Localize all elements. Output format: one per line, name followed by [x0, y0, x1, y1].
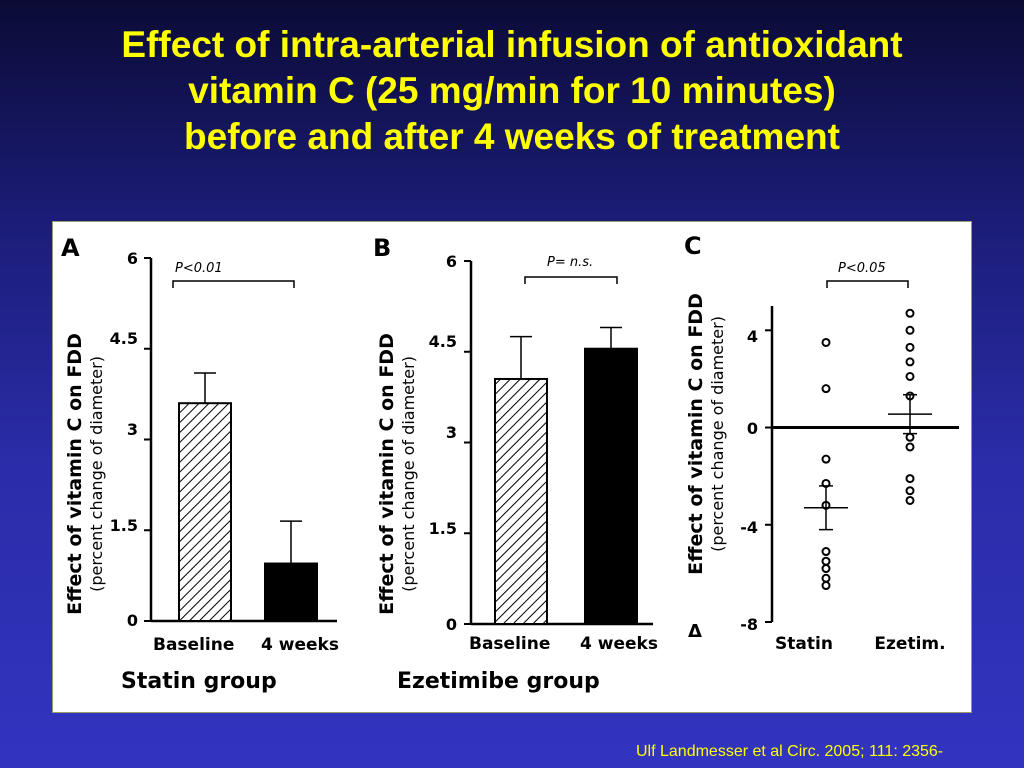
data-point	[821, 337, 831, 347]
delta-symbol: Δ	[688, 621, 702, 642]
x-tick-label: Baseline	[153, 635, 234, 655]
significance-bracket	[172, 280, 295, 288]
chart-b: B Effect of vitamin C on FDD (percent ch…	[373, 234, 658, 694]
y-tick-label: 6	[446, 252, 457, 271]
data-point	[905, 474, 915, 484]
title-line-2: vitamin C (25 mg/min for 10 minutes)	[188, 70, 836, 111]
y-tick-label: -8	[740, 615, 758, 634]
title-line-1: Effect of intra-arterial infusion of ant…	[121, 24, 903, 65]
y-tick-label: 3	[127, 420, 138, 439]
data-point	[905, 357, 915, 367]
panel-a-ylabel: Effect of vitamin C on FDD	[64, 333, 86, 615]
data-point	[905, 432, 915, 442]
panel-b-ylabel: Effect of vitamin C on FDD	[376, 333, 398, 615]
slide-title: Effect of intra-arterial infusion of ant…	[0, 22, 1024, 160]
data-point	[905, 308, 915, 318]
significance-bracket	[524, 276, 618, 284]
panel-a-letter: A	[61, 234, 80, 262]
y-tick-label: 0	[127, 611, 138, 630]
y-tick-label: 0	[446, 615, 457, 634]
y-tick-label: 4	[747, 327, 758, 346]
data-point	[905, 371, 915, 381]
panel-b-significance: P= n.s.	[547, 255, 593, 270]
data-point	[905, 486, 915, 496]
panel-c-ylabel-sub: (percent change of diameter)	[708, 316, 727, 552]
figure-svg: A Effect of vitamin C on FDD (percent ch…	[61, 232, 959, 694]
bar	[178, 402, 232, 622]
panel-a-xlabel: Statin group	[121, 669, 277, 694]
y-tick-label: 1.5	[110, 516, 138, 535]
panel-c-ylabel: Effect of vitamin C on FDD	[685, 293, 707, 575]
data-point	[905, 495, 915, 505]
panel-a-significance: P<0.01	[175, 261, 223, 276]
data-point	[905, 325, 915, 335]
figure-panel: A Effect of vitamin C on FDD (percent ch…	[52, 221, 972, 713]
panel-a-ylabel-sub: (percent change of diameter)	[87, 356, 106, 592]
data-point	[905, 342, 915, 352]
y-tick-label: 6	[127, 249, 138, 268]
panel-c-significance: P<0.05	[838, 261, 886, 276]
data-point	[821, 556, 831, 566]
y-tick-label: 4.5	[110, 329, 138, 348]
bar	[264, 562, 318, 622]
y-tick-label: -4	[740, 518, 758, 537]
panel-c-letter: C	[684, 232, 702, 260]
chart-c: C Δ Effect of vitamin C on FDD (percent …	[684, 232, 959, 654]
title-line-3: before and after 4 weeks of treatment	[184, 116, 840, 157]
bar	[494, 377, 548, 625]
significance-bracket	[826, 280, 909, 288]
data-point	[821, 564, 831, 574]
y-tick-label: 4.5	[429, 332, 457, 351]
data-point	[905, 442, 915, 452]
panel-b-xlabel: Ezetimibe group	[397, 669, 600, 694]
panel-b-letter: B	[373, 234, 391, 262]
y-tick-label: 3	[446, 423, 457, 442]
data-point	[821, 547, 831, 557]
data-point	[821, 384, 831, 394]
x-tick-label: 4 weeks	[580, 634, 658, 654]
y-tick-label: 1.5	[429, 519, 457, 538]
x-tick-label: Statin	[775, 634, 833, 654]
x-tick-label: 4 weeks	[261, 635, 339, 655]
citation: Ulf Landmesser et al Circ. 2005; 111: 23…	[636, 743, 944, 760]
data-point	[821, 581, 831, 591]
data-point	[821, 573, 831, 583]
panel-b-ylabel-sub: (percent change of diameter)	[399, 356, 418, 592]
chart-a: A Effect of vitamin C on FDD (percent ch…	[61, 234, 339, 694]
bar	[584, 347, 638, 625]
y-tick-label: 0	[747, 419, 758, 438]
data-point	[821, 454, 831, 464]
x-tick-label: Baseline	[469, 634, 550, 654]
x-tick-label: Ezetim.	[874, 634, 945, 654]
